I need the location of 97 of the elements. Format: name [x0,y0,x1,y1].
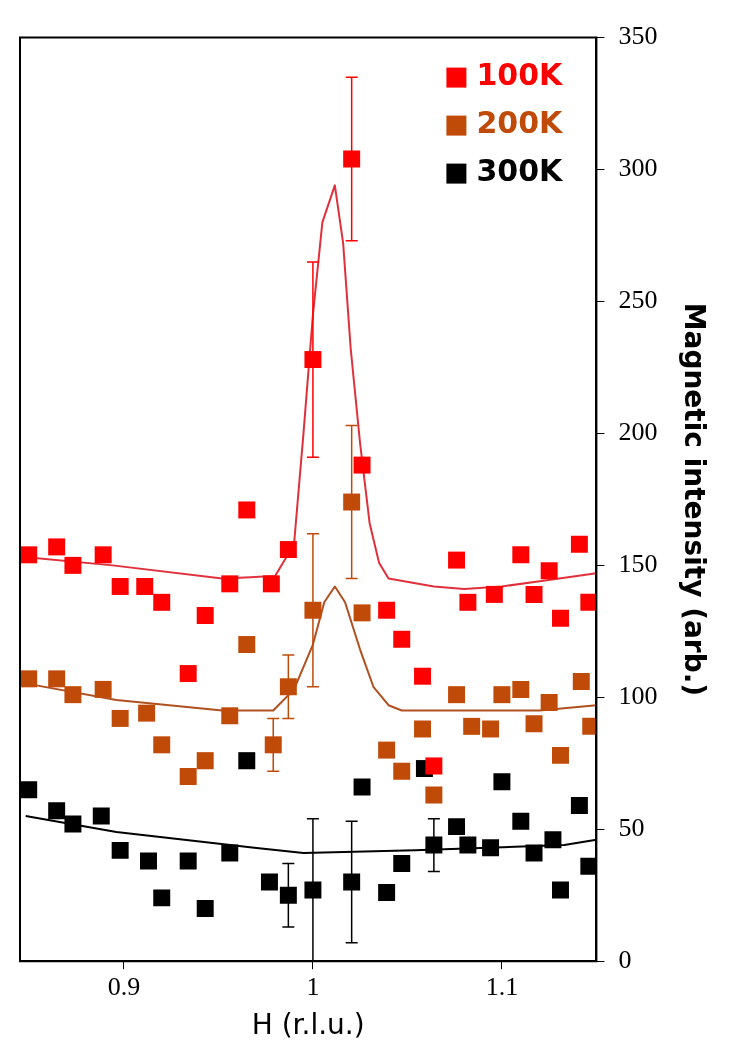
point [459,593,477,611]
legend-label: 200K [476,105,565,141]
point [111,578,129,595]
point [179,665,197,683]
point [48,670,66,688]
point [414,667,432,685]
point [179,768,197,785]
y-tick-label: 100 [618,681,658,711]
point [64,686,82,704]
point [140,852,157,870]
point [353,604,371,622]
point [262,575,280,593]
point [92,807,110,825]
point [279,541,297,559]
y-tick-label: 300 [618,153,658,183]
point [512,812,530,830]
point [260,873,278,891]
point [343,873,361,891]
point [153,593,171,611]
point [414,720,432,738]
point [153,889,171,907]
point [94,680,112,698]
legend-label: 300K [476,153,565,189]
point [94,546,112,564]
point [221,844,239,862]
point [353,778,371,796]
point [20,670,38,688]
point [482,839,500,857]
point [580,593,597,611]
point [153,736,171,754]
y-tick-label: 350 [618,21,658,51]
point [221,707,239,725]
point [179,852,197,870]
point [393,630,411,648]
x-tick-label: 1.1 [485,971,519,1001]
point [493,773,511,791]
point [482,720,500,738]
point [378,741,396,759]
point [221,575,239,593]
point [343,493,361,511]
point [238,501,256,519]
point [540,694,558,712]
point [570,797,588,814]
y-tick-label: 0 [618,945,632,975]
point [48,802,66,820]
point [493,686,511,704]
y-axis-title: Magnetic intensity (arb.) [677,302,711,697]
y-tick-label: 50 [618,813,645,843]
point [196,607,214,624]
point [485,585,503,603]
point [238,752,256,770]
point [353,456,371,474]
point [463,717,481,735]
point [378,884,396,902]
x-axis-title: H (r.l.u.) [251,1008,365,1042]
point [111,709,129,727]
point [111,841,129,859]
y-tick-label: 250 [618,285,658,315]
point [572,673,590,690]
point [448,551,466,569]
point [378,601,396,619]
point [459,836,477,854]
point [20,781,38,799]
point [512,546,530,564]
point [136,578,154,595]
point [448,818,466,836]
point [525,585,543,603]
point [279,886,297,904]
point [196,899,214,917]
point [64,556,82,574]
point [425,786,443,804]
point [552,746,569,764]
point [196,752,214,770]
point [570,535,588,553]
point [238,636,256,654]
point [448,686,466,704]
point [20,546,38,564]
point [552,609,569,627]
point [393,855,411,873]
x-tick-label: 0.9 [107,971,141,1001]
point [138,704,156,722]
point [512,680,530,698]
point [552,881,569,899]
point [48,538,66,556]
point [393,762,411,780]
point [580,857,597,875]
point [540,562,558,580]
point [64,815,82,833]
legend-label: 100K [476,57,565,93]
y-tick-label: 150 [618,549,658,579]
point [279,678,297,696]
point [525,715,543,733]
point [544,831,562,849]
point [425,757,443,775]
point [525,844,543,862]
x-tick-label: 1 [306,971,320,1001]
y-tick-label: 200 [618,417,658,447]
